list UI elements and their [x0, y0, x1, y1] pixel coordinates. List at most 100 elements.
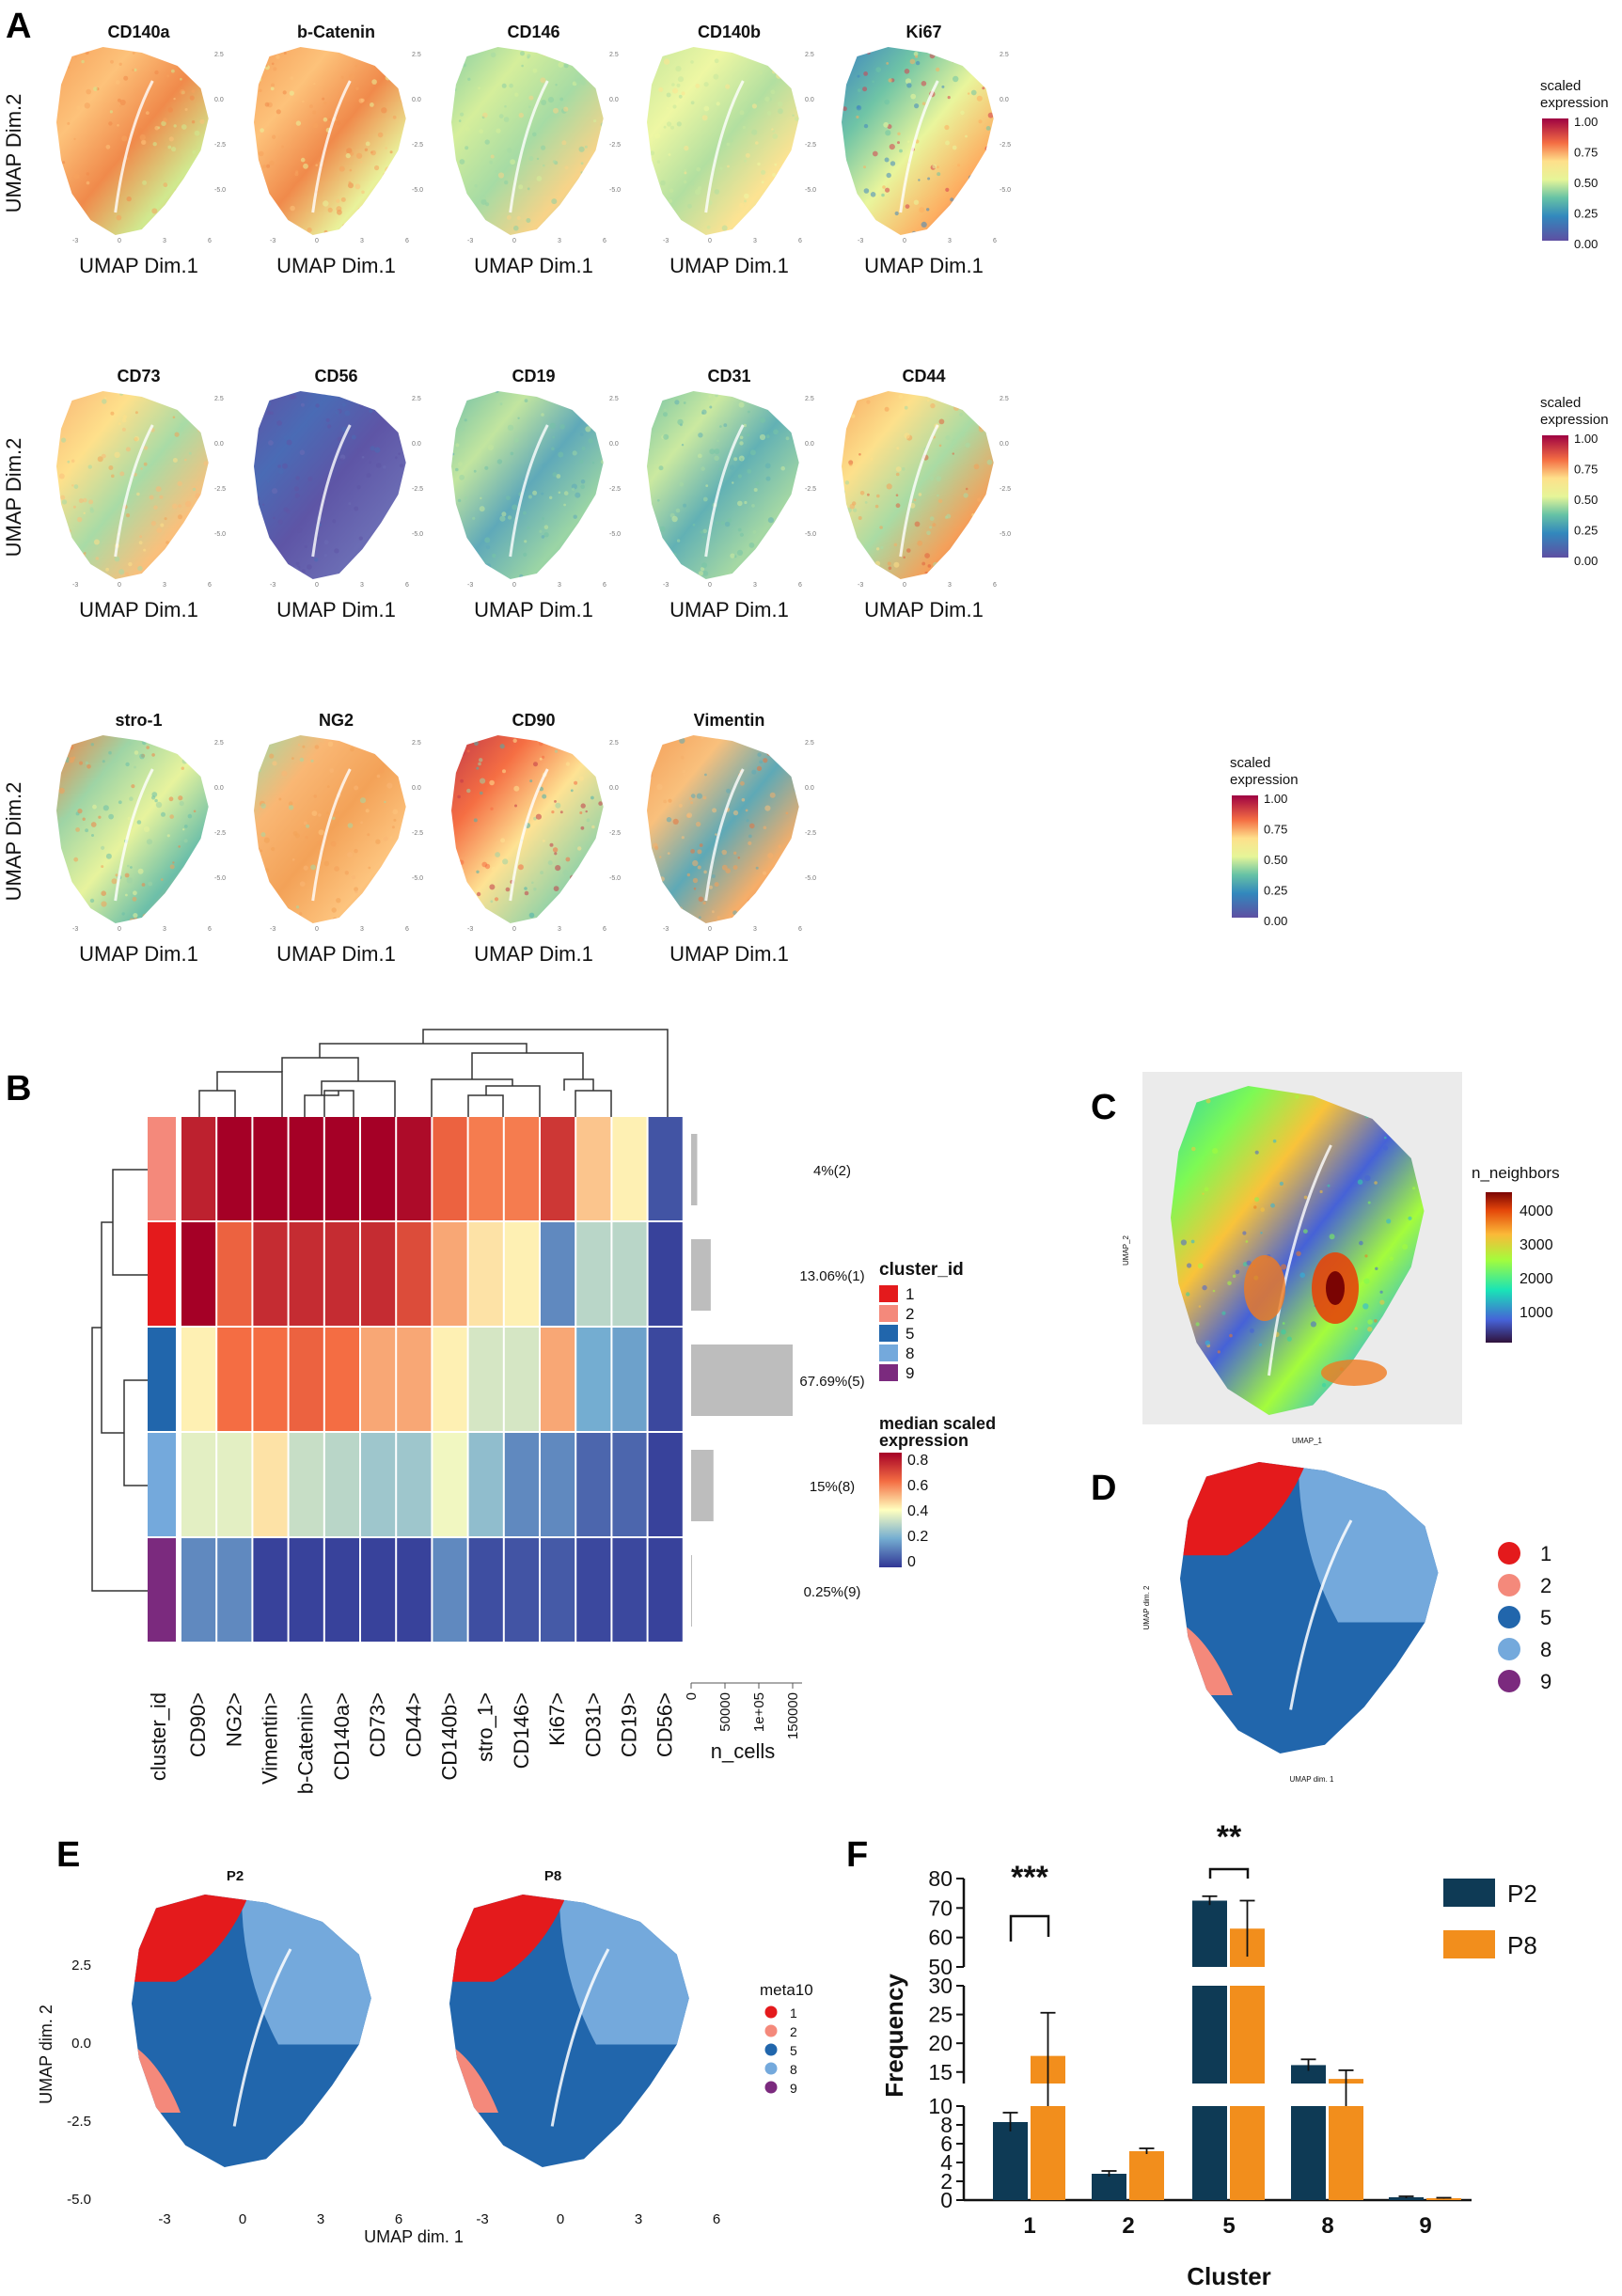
- umap-speck: [936, 165, 939, 169]
- umap-speck: [555, 802, 561, 809]
- umap-speck: [171, 50, 175, 54]
- umap-speck: [61, 437, 67, 443]
- umap-speck: [968, 175, 974, 181]
- n-cells-bar: [691, 1450, 714, 1521]
- umap-speck: [77, 809, 83, 814]
- umap-speck: [767, 853, 774, 859]
- umap-speck: [167, 107, 173, 113]
- umap-speck: [761, 181, 764, 184]
- umap-speck: [842, 77, 844, 80]
- umap-speck: [851, 414, 856, 418]
- umap-speck: [745, 152, 750, 158]
- umap-speck: [684, 168, 686, 172]
- umap-speck: [714, 58, 719, 64]
- umap-speck: [509, 83, 513, 88]
- umap-x-tick: 3: [360, 238, 364, 244]
- umap-speck: [1245, 1240, 1249, 1243]
- umap-speck: [564, 909, 570, 915]
- umap-speck: [111, 474, 115, 479]
- umap-speck: [926, 399, 930, 402]
- umap-speck: [134, 765, 136, 769]
- umap-x-tick: 3: [753, 582, 757, 589]
- umap-speck: [495, 170, 498, 173]
- umap-y-tick: -2.5: [609, 830, 621, 837]
- umap-speck: [83, 227, 88, 231]
- umap-y-tick: -5.0: [214, 875, 226, 882]
- umap-speck: [386, 782, 393, 789]
- umap-speck: [885, 187, 890, 193]
- umap-speck: [963, 552, 967, 555]
- umap-fill: [647, 47, 799, 235]
- legend-tick: 0.00: [1574, 554, 1598, 568]
- umap-speck: [121, 427, 126, 432]
- umap-speck: [326, 785, 330, 788]
- umap-speck: [188, 531, 193, 536]
- umap-speck: [291, 858, 295, 861]
- umap-speck: [281, 770, 288, 777]
- cluster-legend-label: 1: [905, 1285, 914, 1303]
- umap-speck: [541, 492, 544, 495]
- umap-speck: [687, 203, 692, 209]
- umap-speck: [1402, 1244, 1409, 1250]
- umap-speck: [574, 780, 578, 785]
- n-cells-tick-label: 50000: [717, 1692, 733, 1732]
- umap-speck: [528, 156, 534, 162]
- umap-speck: [160, 523, 165, 527]
- umap-speck: [295, 476, 300, 480]
- umap-x-tick: 3: [948, 238, 952, 244]
- umap-speck: [793, 198, 795, 202]
- umap-x-tick: 6: [993, 238, 997, 244]
- umap-speck: [532, 68, 538, 73]
- umap-speck: [953, 205, 958, 210]
- umap-speck: [682, 769, 686, 774]
- umap-speck: [332, 917, 339, 923]
- umap-speck: [554, 749, 559, 753]
- umap-speck: [519, 574, 524, 578]
- umap-x-tick: -3: [270, 238, 276, 244]
- umap-speck: [303, 865, 308, 871]
- umap-gap: [509, 424, 549, 558]
- umap-speck: [663, 58, 670, 65]
- umap-speck: [76, 105, 81, 110]
- umap-speck: [907, 140, 910, 143]
- umap-speck: [1367, 1327, 1373, 1332]
- umap-speck: [323, 200, 329, 207]
- y-tick-label: 15: [928, 2060, 953, 2084]
- umap-speck: [697, 453, 702, 459]
- umap-speck: [1303, 1229, 1308, 1234]
- umap-speck: [663, 799, 668, 804]
- heatmap-cell: [324, 1222, 359, 1326]
- umap-speck: [559, 424, 565, 430]
- umap-speck: [594, 753, 600, 760]
- umap-speck: [518, 112, 524, 118]
- significance-label: ***: [1011, 1860, 1048, 1895]
- umap-speck: [1384, 1136, 1387, 1140]
- umap-speck: [322, 97, 325, 101]
- density-legend-title: n_neighbors: [1472, 1164, 1560, 1182]
- umap-speck: [93, 86, 98, 91]
- heatmap-column-label: CD140b>: [438, 1692, 462, 1781]
- umap-speck: [852, 568, 858, 574]
- umap-speck: [789, 878, 793, 882]
- umap-speck: [701, 535, 705, 539]
- umap-speck: [918, 179, 921, 181]
- umap-speck: [715, 393, 718, 398]
- umap-speck: [173, 97, 176, 101]
- heatmap-cell: [181, 1433, 216, 1536]
- umap-speck: [679, 481, 685, 487]
- umap-speck: [480, 391, 483, 395]
- umap-speck: [895, 466, 902, 472]
- umap-y-tick: -5.0: [805, 875, 816, 882]
- umap-speck: [330, 826, 334, 830]
- umap-speck: [494, 897, 499, 902]
- umap-speck: [718, 467, 722, 471]
- umap-speck: [347, 823, 354, 828]
- umap-speck: [180, 88, 186, 95]
- heatmap-cell: [397, 1433, 432, 1536]
- umap-speck: [177, 480, 182, 487]
- umap-speck: [125, 513, 131, 518]
- umap-speck: [73, 173, 80, 180]
- umap-speck: [776, 72, 782, 79]
